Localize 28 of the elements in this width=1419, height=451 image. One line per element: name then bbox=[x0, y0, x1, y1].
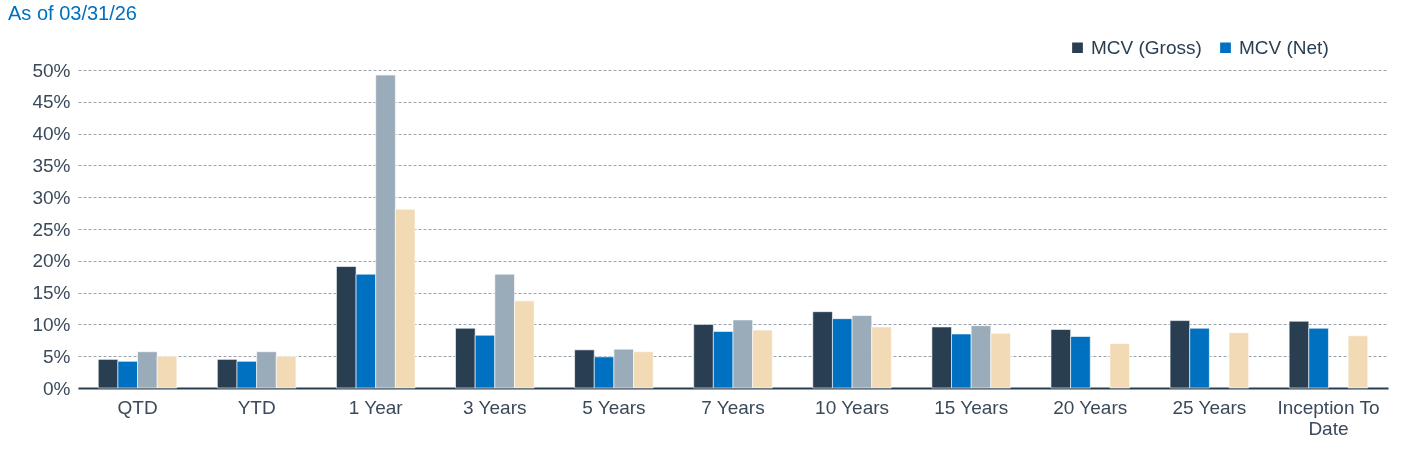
y-tick-label: 15% bbox=[32, 282, 71, 304]
x-tick-label: 5 Years bbox=[582, 396, 646, 418]
x-tick-label: 10 Years bbox=[815, 396, 890, 418]
x-tick-label: YTD bbox=[237, 396, 276, 418]
bar bbox=[1228, 332, 1249, 389]
y-tick-label: 45% bbox=[32, 91, 71, 113]
y-tick-label: 30% bbox=[32, 186, 71, 208]
y-tick-label: 10% bbox=[32, 313, 71, 335]
y-tick-label: 20% bbox=[32, 250, 71, 272]
bar bbox=[1347, 335, 1369, 389]
x-tick-label: 7 Years bbox=[701, 396, 765, 418]
legend-label: MCV (Net) bbox=[1239, 36, 1329, 58]
bar bbox=[1109, 343, 1130, 389]
y-tick-label: 50% bbox=[32, 59, 71, 81]
x-tick-label: 20 Years bbox=[1053, 396, 1128, 418]
x-tick-label: 3 Years bbox=[463, 396, 527, 418]
y-tick-label: 40% bbox=[32, 123, 71, 145]
y-tick-label: 25% bbox=[32, 218, 71, 240]
x-tick-label: QTD bbox=[117, 396, 158, 418]
x-tick-label: Inception To Date bbox=[1277, 396, 1380, 439]
x-tick-label: 15 Years bbox=[934, 396, 1009, 418]
chart-title: As of 03/31/26 bbox=[8, 2, 137, 24]
legend-label: MCV (Gross) bbox=[1091, 36, 1202, 58]
x-tick-label: 1 Year bbox=[348, 396, 404, 418]
y-tick-label: 0% bbox=[43, 377, 71, 399]
x-tick-label: 25 Years bbox=[1172, 396, 1247, 418]
y-tick-label: 5% bbox=[43, 345, 71, 367]
y-tick-label: 35% bbox=[32, 154, 71, 176]
